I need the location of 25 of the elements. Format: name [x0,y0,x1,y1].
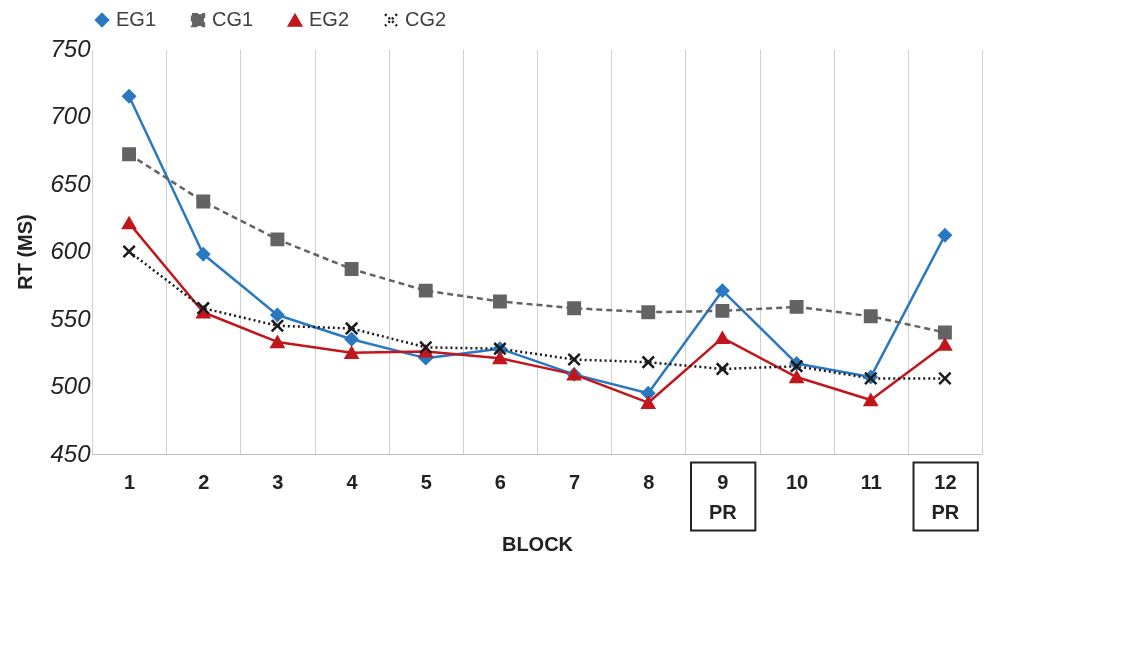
x-tick-label: 12 PR [931,470,960,523]
x-tick-label: 2 [198,470,210,493]
y-tick-label: 450 [50,439,92,467]
x-tick-label: 8 [643,470,655,493]
y-tick-label: 550 [50,304,92,332]
y-tick-label: 700 [50,102,92,129]
y-tick-label: 600 [50,237,92,264]
y-tick-label: 500 [50,372,92,399]
y-axis-title: RT (MS) [14,214,37,290]
y-tick-label: 650 [50,169,92,197]
x-tick-label: 9 PR [709,470,738,523]
legend-label: EG2 [309,8,350,31]
y-tick-label: 750 [50,34,92,62]
x-tick-label: 1 [124,470,136,493]
x-tick-label: 10 [785,470,809,493]
x-axis-title: BLOCK [501,532,574,555]
legend-label: CG2 [405,8,447,31]
x-tick-label: 11 [860,470,882,493]
legend-label: EG1 [116,8,157,31]
x-tick-label: 7 [569,470,581,493]
x-tick-label: 4 [346,470,359,493]
legend-label: CG1 [212,8,254,31]
x-tick-label: 6 [494,470,506,493]
x-tick-label: 3 [272,470,284,493]
x-tick-label: 5 [420,470,432,493]
